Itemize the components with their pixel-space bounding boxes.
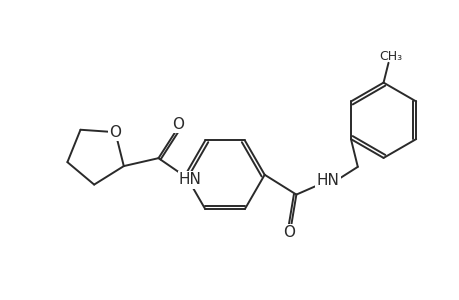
Text: HN: HN <box>179 172 201 188</box>
Text: O: O <box>109 125 121 140</box>
Text: O: O <box>172 117 184 132</box>
Text: O: O <box>283 225 295 240</box>
Text: CH₃: CH₃ <box>378 50 401 63</box>
Text: HN: HN <box>316 173 339 188</box>
